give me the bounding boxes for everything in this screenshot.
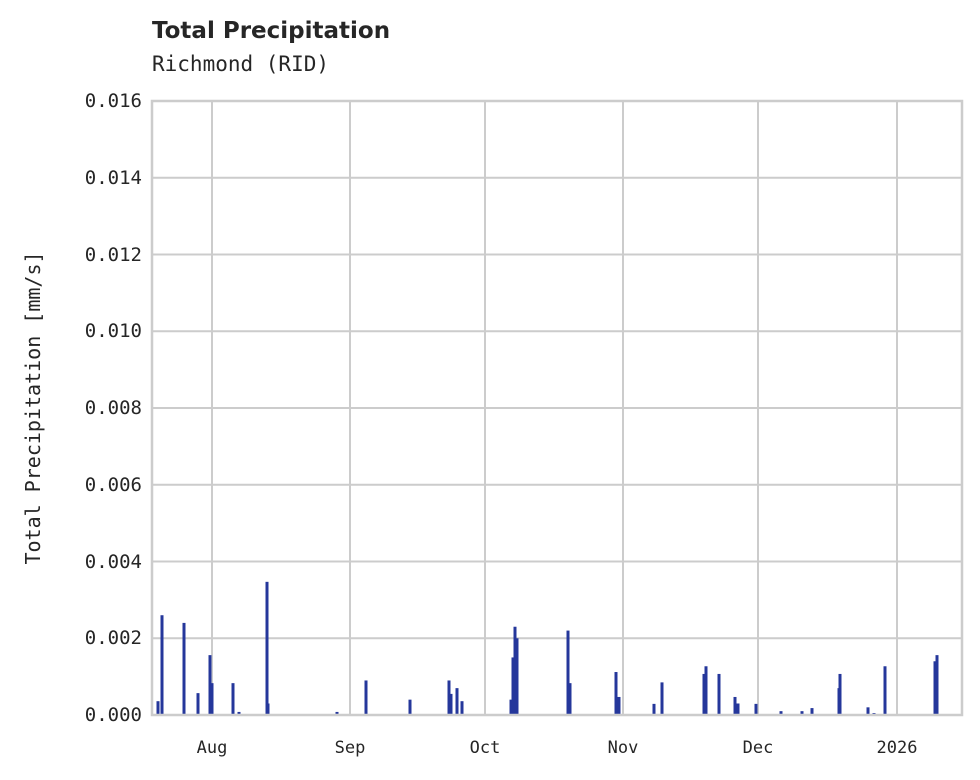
- precipitation-bar: [933, 661, 937, 715]
- precipitation-bar: [838, 673, 842, 715]
- precipitation-bar: [156, 701, 160, 715]
- precipitation-bar: [568, 683, 572, 715]
- precipitation-bar: [455, 688, 459, 715]
- x-tick-label: Sep: [334, 738, 366, 758]
- x-tick-label: Dec: [742, 738, 774, 758]
- precipitation-bar: [364, 680, 368, 715]
- precipitation-bar: [160, 615, 164, 715]
- precipitation-bar: [566, 630, 570, 715]
- chart-title: Total Precipitation: [152, 18, 391, 44]
- precipitation-bar: [704, 666, 708, 715]
- precipitation-bar: [237, 711, 241, 715]
- precipitation-bar: [196, 693, 200, 715]
- precipitation-bar: [449, 693, 453, 715]
- x-tick-label: 2026: [876, 738, 918, 758]
- precipitation-bar: [617, 696, 621, 715]
- y-tick-label: 0.000: [84, 704, 142, 726]
- precipitation-bar: [265, 581, 269, 715]
- precipitation-bar: [614, 672, 618, 715]
- precipitation-bar: [702, 673, 706, 715]
- precipitation-bar: [810, 708, 814, 715]
- precipitation-bar: [335, 711, 339, 715]
- y-tick-label: 0.012: [84, 243, 142, 266]
- precipitation-bar: [754, 703, 758, 715]
- precipitation-bar: [935, 655, 939, 715]
- y-tick-label: 0.006: [84, 473, 142, 496]
- y-tick-label: 0.016: [84, 90, 142, 112]
- x-tick-label: Aug: [196, 738, 228, 758]
- precipitation-bar: [866, 707, 870, 715]
- precipitation-bar: [513, 626, 517, 715]
- precipitation-bar: [460, 701, 464, 715]
- x-tick-label: Nov: [607, 738, 639, 758]
- y-tick-label: 0.010: [84, 320, 142, 343]
- precipitation-bar: [779, 711, 783, 715]
- precipitation-bar: [800, 711, 804, 715]
- precipitation-bars: [156, 581, 939, 715]
- precipitation-bar: [208, 655, 212, 715]
- precipitation-bar: [736, 703, 740, 715]
- precipitation-bar: [210, 683, 214, 715]
- gridlines: [152, 100, 962, 716]
- y-tick-label: 0.014: [84, 166, 142, 189]
- chart-subtitle: Richmond (RID): [152, 52, 330, 76]
- precipitation-bar: [231, 683, 235, 715]
- precipitation-bar: [883, 666, 887, 715]
- y-tick-label: 0.008: [84, 397, 142, 419]
- precipitation-bar: [182, 622, 186, 715]
- precipitation-bar: [717, 673, 721, 715]
- y-tick-label: 0.002: [84, 627, 142, 650]
- plot-frame: [150, 99, 964, 717]
- precipitation-bar: [408, 699, 412, 715]
- precipitation-bar: [515, 638, 519, 715]
- precipitation-bar: [447, 680, 451, 715]
- x-tick-label: Oct: [469, 738, 501, 758]
- precipitation-bar: [511, 657, 515, 715]
- precipitation-bar: [652, 703, 656, 715]
- precipitation-bar: [660, 682, 664, 715]
- precipitation-bar: [733, 696, 737, 715]
- precipitation-bar: [266, 703, 270, 715]
- y-tick-label: 0.004: [84, 550, 142, 573]
- precipitation-bar: [509, 699, 513, 715]
